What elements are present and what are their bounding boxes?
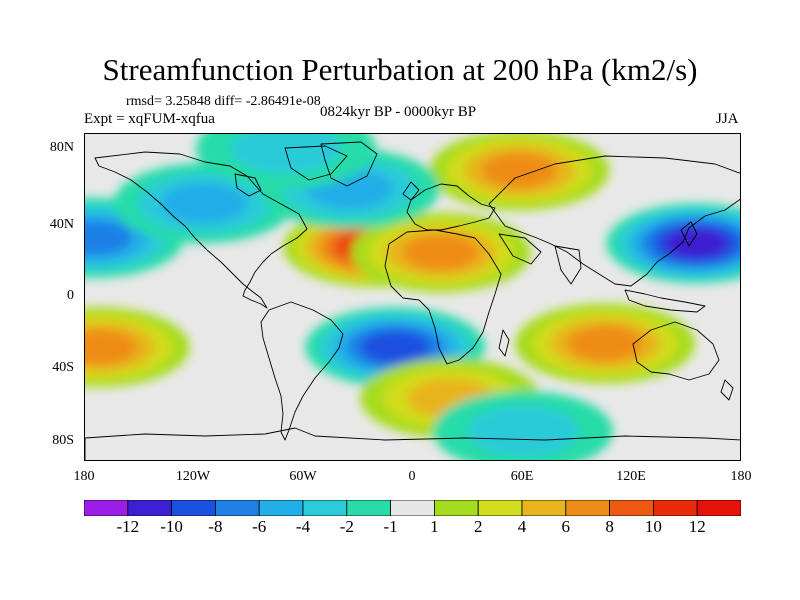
lon-label-180w: 180 [73, 469, 95, 484]
colorbar-label: 8 [605, 517, 614, 536]
anomaly-south-pacific-high-east-level-3 [85, 329, 138, 365]
map-panel [84, 133, 741, 461]
lat-label-0: 0 [67, 288, 74, 303]
colorbar-swatch [433, 500, 479, 516]
anomaly-central-asia-high-level-3 [481, 152, 557, 188]
colorbar-label: 4 [517, 517, 527, 536]
lon-label-120w: 120W [175, 469, 211, 484]
season-label: JJA [716, 111, 739, 127]
colorbar-swatch [521, 500, 567, 516]
lon-label-60w: 60W [289, 469, 317, 484]
colorbar-swatch [84, 500, 129, 516]
colorbar-swatch [127, 500, 172, 516]
anomaly-south-atlantic-low-level-4 [361, 331, 430, 364]
anomaly-arctic-low-level-1 [230, 134, 341, 174]
anomaly-north-africa-high-level-3 [403, 234, 479, 270]
colorbar-label: -2 [339, 517, 354, 536]
colorbar-swatch [477, 500, 523, 516]
colorbar-label: 12 [688, 517, 706, 536]
lon-label-180e: 180 [730, 469, 752, 484]
stats-line: rmsd= 3.25848 diff= -2.86491e-08 [126, 94, 321, 109]
colorbar-label: -1 [383, 517, 398, 536]
lat-label-40s: 40S [52, 360, 74, 375]
period-label: 0824kyr BP - 0000kyr BP [320, 104, 477, 120]
map-title: Streamfunction Perturbation at 200 hPa (… [102, 52, 698, 87]
lat-label-80n: 80N [49, 140, 74, 155]
lon-label-120e: 120E [616, 469, 646, 484]
colorbar-label: 2 [473, 517, 483, 536]
colorbar-swatch [346, 500, 391, 516]
colorbar-swatch [696, 500, 741, 516]
coastlines [85, 141, 740, 460]
colorbar-label: -4 [295, 517, 311, 536]
anomaly-australia-high-level-3 [567, 326, 643, 362]
colorbar-swatch [258, 500, 304, 516]
colorbar [84, 500, 741, 516]
colorbar-label: -6 [252, 517, 267, 536]
contour-map [85, 134, 740, 460]
colorbar-swatch [565, 500, 610, 516]
colorbar-label: 1 [430, 517, 439, 536]
colorbar-label: 10 [644, 517, 662, 536]
colorbar-swatch [214, 500, 260, 516]
colorbar-swatch [302, 500, 348, 516]
colorbar-label: -8 [208, 517, 223, 536]
colorbar-swatch [653, 500, 698, 516]
colorbar-swatch [171, 500, 216, 516]
lat-label-40n: 40N [49, 217, 74, 232]
lon-label-0: 0 [408, 469, 416, 484]
colorbar-label: -12 [116, 517, 140, 536]
lat-label-80s: 80S [52, 433, 74, 448]
colorbar-swatch [390, 500, 435, 516]
colorbar-label: -10 [160, 517, 183, 536]
anomaly-west-pacific-low-north-level-3 [85, 220, 132, 256]
colorbar-swatch [609, 500, 654, 516]
anomaly-north-pacific-low-level-2 [160, 183, 247, 224]
lon-label-60e: 60E [510, 469, 534, 484]
anomaly-west-pacific-low-level-5 [664, 228, 729, 259]
anomaly-antarctic-low-level-1 [468, 406, 578, 457]
colorbar-label: 6 [561, 517, 571, 536]
experiment-label: Expt = xqFUM-xqfua [84, 111, 215, 127]
